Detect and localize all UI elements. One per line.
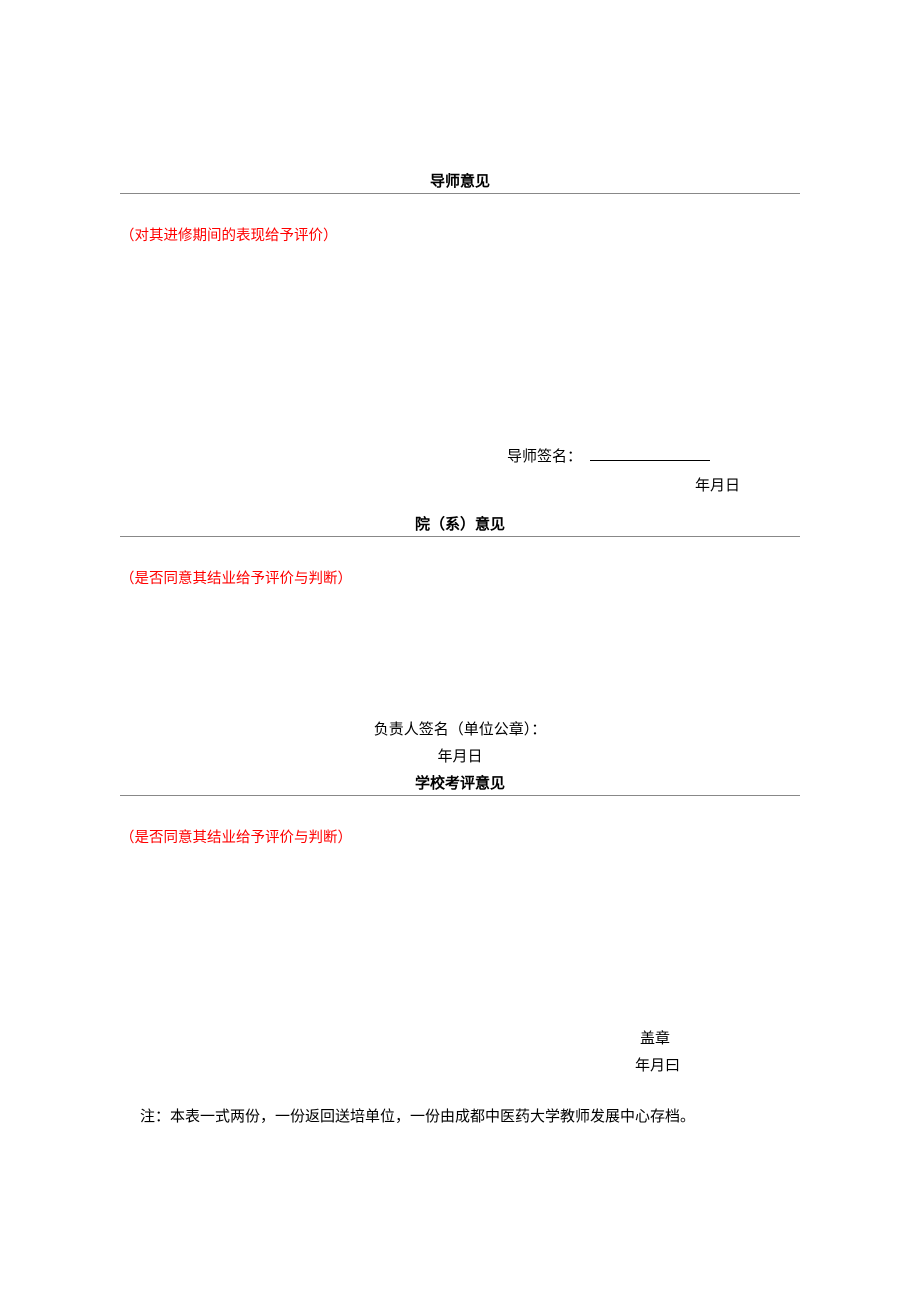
section1-title: 导师意见	[120, 170, 800, 194]
section3-body	[120, 857, 800, 1027]
form-page: 导师意见 （对其进修期间的表现给予评价） 导师签名： 年月日 院（系）意见 （是…	[0, 0, 920, 1206]
section2-signature-label: 负责人签名（单位公章）：	[120, 718, 800, 739]
section3-seal-label: 盖章	[120, 1027, 800, 1048]
section1-signature-label: 导师签名：	[507, 449, 582, 465]
section2-title: 院（系）意见	[120, 513, 800, 537]
section3-title: 学校考评意见	[120, 772, 800, 796]
section1-signature-line: 导师签名：	[120, 445, 800, 466]
signature-blank	[590, 460, 710, 461]
section2-date: 年月日	[120, 745, 800, 766]
section1-body	[120, 255, 800, 445]
footnote: 注：本表一式两份，一份返回送培单位，一份由成都中医药大学教师发展中心存档。	[120, 1105, 800, 1126]
section1-date: 年月日	[120, 474, 800, 495]
section1-note: （对其进修期间的表现给予评价）	[120, 224, 800, 245]
section3-date: 年月曰	[120, 1054, 800, 1075]
section2-body	[120, 598, 800, 718]
section2-note: （是否同意其结业给予评价与判断）	[120, 567, 800, 588]
section3-note: （是否同意其结业给予评价与判断）	[120, 826, 800, 847]
